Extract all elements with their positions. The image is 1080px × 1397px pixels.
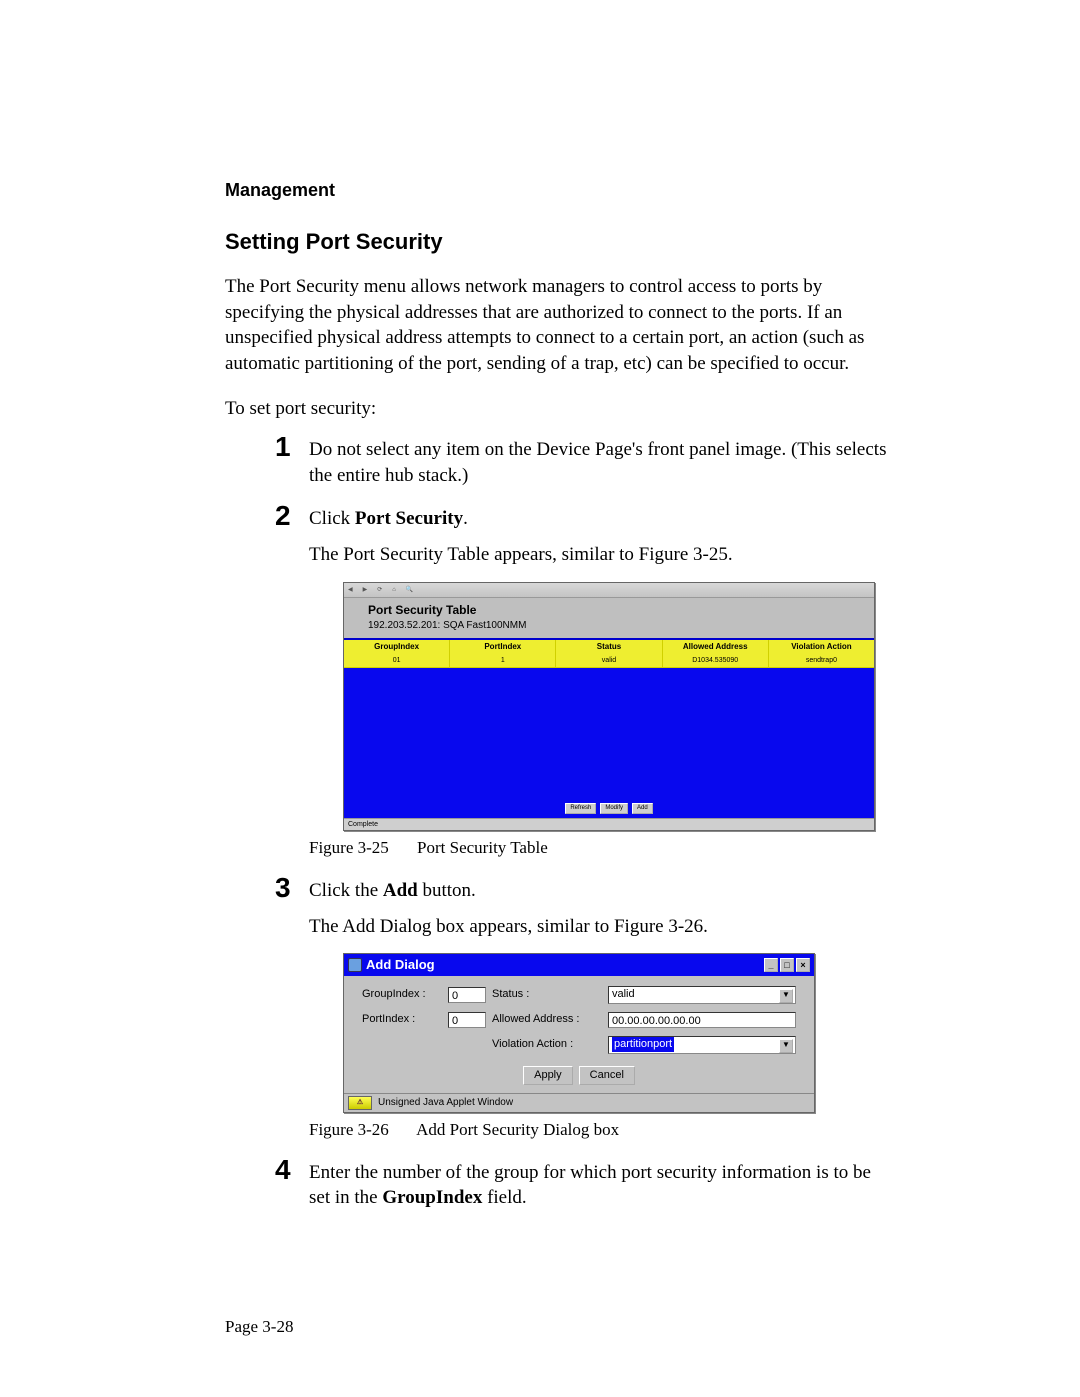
cancel-button[interactable]: Cancel bbox=[579, 1066, 635, 1085]
text: . bbox=[463, 508, 468, 529]
modify-button[interactable]: Modify bbox=[600, 803, 628, 814]
text: Click bbox=[309, 508, 355, 529]
figure-26-caption: Figure 3-26 Add Port Security Dialog box bbox=[309, 1119, 815, 1142]
dialog-body: GroupIndex : 0 Status : valid PortIndex … bbox=[344, 976, 814, 1093]
browser-toolbar: ◀▶⟳⌂🔍 bbox=[344, 583, 874, 598]
step-2-line2: The Port Security Table appears, similar… bbox=[309, 542, 875, 568]
steps-list: 1 Do not select any item on the Device P… bbox=[275, 437, 890, 1221]
allowed-address-field[interactable]: 00.00.00.00.00.00 bbox=[608, 1012, 796, 1028]
dialog-status-bar: ⚠ Unsigned Java Applet Window bbox=[344, 1093, 814, 1112]
page-title: Setting Port Security bbox=[225, 229, 890, 255]
bold-text: Port Security bbox=[355, 508, 463, 529]
step-3-line1: Click the Add button. bbox=[309, 878, 815, 904]
step-4: 4 Enter the number of the group for whic… bbox=[275, 1160, 890, 1221]
cell: sendtrap0 bbox=[769, 655, 874, 666]
step-4-text: Enter the number of the group for which … bbox=[309, 1160, 890, 1211]
app-icon bbox=[348, 958, 362, 972]
step-1: 1 Do not select any item on the Device P… bbox=[275, 437, 890, 498]
step-2: 2 Click Port Security. The Port Security… bbox=[275, 506, 890, 870]
groupindex-field[interactable]: 0 bbox=[448, 987, 486, 1003]
col-status: Status bbox=[556, 640, 662, 655]
figure-text: Port Security Table bbox=[417, 838, 548, 857]
apply-button[interactable]: Apply bbox=[523, 1066, 573, 1085]
refresh-button[interactable]: Refresh bbox=[565, 803, 596, 814]
table-buttons: Refresh Modify Add bbox=[344, 803, 874, 814]
maximize-icon[interactable]: □ bbox=[780, 958, 794, 972]
status-text: Unsigned Java Applet Window bbox=[378, 1096, 513, 1110]
page-number: Page 3-28 bbox=[225, 1317, 293, 1337]
cell: 01 bbox=[344, 655, 450, 666]
step-number: 3 bbox=[275, 874, 309, 902]
violation-action-select[interactable]: partitionport bbox=[608, 1036, 796, 1054]
step-2-line1: Click Port Security. bbox=[309, 506, 875, 532]
table-title: Port Security Table bbox=[368, 602, 850, 618]
text: button. bbox=[418, 880, 476, 901]
port-security-table-figure: ◀▶⟳⌂🔍 Port Security Table 192.203.52.201… bbox=[343, 582, 875, 831]
status-bar: Complete bbox=[344, 818, 874, 830]
cell: D1034.535090 bbox=[663, 655, 769, 666]
col-allowed: Allowed Address bbox=[663, 640, 769, 655]
label-status: Status : bbox=[492, 987, 602, 1002]
section-header: Management bbox=[225, 180, 890, 201]
portindex-field[interactable]: 0 bbox=[448, 1012, 486, 1028]
cell: 1 bbox=[450, 655, 556, 666]
text: Click the bbox=[309, 880, 383, 901]
table-header-row: GroupIndex PortIndex Status Allowed Addr… bbox=[344, 638, 874, 655]
figure-label: Figure 3-26 bbox=[309, 1120, 389, 1139]
step-1-text: Do not select any item on the Device Pag… bbox=[309, 437, 890, 488]
add-dialog-figure: Add Dialog _ □ × GroupIndex : 0 Status : bbox=[343, 953, 815, 1112]
bold-text: GroupIndex bbox=[382, 1187, 482, 1208]
intro-paragraph: The Port Security menu allows network ma… bbox=[225, 274, 865, 377]
col-groupindex: GroupIndex bbox=[344, 640, 450, 655]
step-3-line2: The Add Dialog box appears, similar to F… bbox=[309, 914, 815, 940]
close-icon[interactable]: × bbox=[796, 958, 810, 972]
bold-text: Add bbox=[383, 880, 418, 901]
minimize-icon[interactable]: _ bbox=[764, 958, 778, 972]
warning-icon: ⚠ bbox=[348, 1096, 372, 1110]
step-number: 2 bbox=[275, 502, 309, 530]
label-groupindex: GroupIndex : bbox=[362, 987, 442, 1002]
step-3: 3 Click the Add button. The Add Dialog b… bbox=[275, 878, 890, 1152]
cell: valid bbox=[556, 655, 662, 666]
text: field. bbox=[482, 1187, 526, 1208]
table-row[interactable]: 01 1 valid D1034.535090 sendtrap0 bbox=[344, 655, 874, 667]
table-empty-area: Refresh Modify Add bbox=[344, 668, 874, 818]
status-select[interactable]: valid bbox=[608, 986, 796, 1004]
add-button[interactable]: Add bbox=[632, 803, 653, 814]
step-number: 4 bbox=[275, 1156, 309, 1184]
lead-in: To set port security: bbox=[225, 396, 865, 422]
figure-25-caption: Figure 3-25 Port Security Table bbox=[309, 837, 875, 860]
col-violation: Violation Action bbox=[769, 640, 874, 655]
col-portindex: PortIndex bbox=[450, 640, 556, 655]
page: Management Setting Port Security The Por… bbox=[0, 0, 1080, 1397]
table-subtitle: 192.203.52.201: SQA Fast100NMM bbox=[368, 619, 850, 633]
label-portindex: PortIndex : bbox=[362, 1012, 442, 1027]
dialog-titlebar: Add Dialog _ □ × bbox=[344, 954, 814, 976]
label-allowed: Allowed Address : bbox=[492, 1012, 602, 1027]
dialog-title: Add Dialog bbox=[366, 956, 435, 974]
step-number: 1 bbox=[275, 433, 309, 461]
figure-label: Figure 3-25 bbox=[309, 838, 389, 857]
label-violation: Violation Action : bbox=[492, 1037, 602, 1052]
table-title-area: Port Security Table 192.203.52.201: SQA … bbox=[344, 598, 874, 639]
figure-text: Add Port Security Dialog box bbox=[416, 1120, 619, 1139]
